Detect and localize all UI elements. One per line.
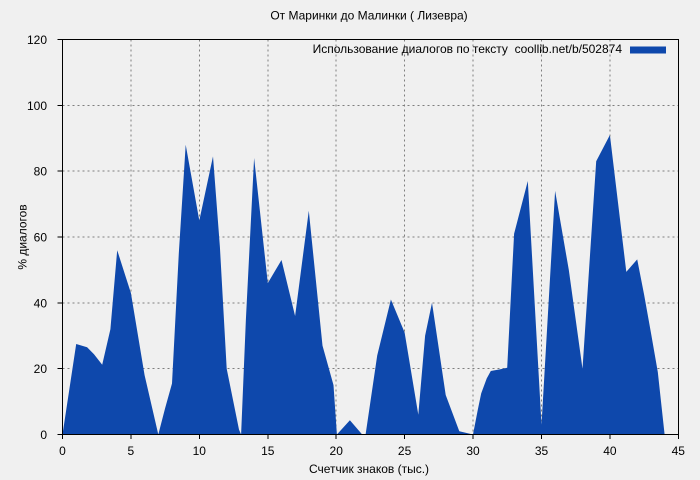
svg-text:30: 30 (466, 444, 480, 458)
svg-text:25: 25 (398, 444, 412, 458)
svg-text:80: 80 (34, 165, 48, 179)
svg-text:0: 0 (40, 428, 47, 442)
svg-text:40: 40 (34, 296, 48, 310)
svg-text:40: 40 (603, 444, 617, 458)
svg-text:35: 35 (535, 444, 549, 458)
svg-text:15: 15 (261, 444, 275, 458)
svg-text:60: 60 (34, 231, 48, 245)
svg-text:Использование диалогов по текс: Использование диалогов по тексту coollib… (313, 42, 623, 56)
svg-text:% диалогов: % диалогов (16, 204, 30, 269)
svg-text:120: 120 (27, 33, 47, 47)
svg-text:20: 20 (330, 444, 344, 458)
svg-text:5: 5 (128, 444, 135, 458)
svg-text:45: 45 (672, 444, 686, 458)
svg-text:0: 0 (59, 444, 66, 458)
svg-text:100: 100 (27, 99, 47, 113)
svg-text:10: 10 (193, 444, 207, 458)
svg-text:Счетчик знаков (тыс.): Счетчик знаков (тыс.) (309, 462, 429, 476)
svg-text:От Маринки до Малинки ( Лизевр: От Маринки до Малинки ( Лизевра) (270, 9, 467, 23)
svg-text:20: 20 (34, 362, 48, 376)
